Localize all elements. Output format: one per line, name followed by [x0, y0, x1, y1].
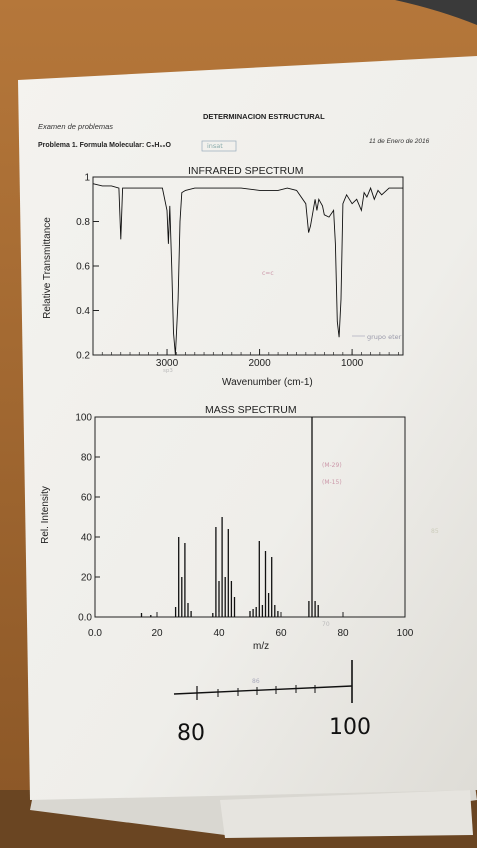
ms-ytick-label: 80 — [81, 453, 93, 464]
ir-xtick-label: 3000 — [156, 358, 179, 369]
ms-note-m29: (M-29) — [322, 462, 342, 469]
ir-series-line — [92, 183, 403, 356]
ir-xlabel: Wavenumber (cm-1) — [222, 377, 313, 388]
ms-xtick-label: 40 — [213, 628, 225, 639]
hand-ruler: 86 80 100 — [173, 660, 371, 746]
paper-stack-lower — [220, 790, 473, 838]
ir-title: INFRARED SPECTRUM — [188, 165, 304, 177]
dark-object-corner — [395, 0, 477, 25]
ruler-label-left: 80 — [177, 721, 205, 746]
ir-ytick-label: 0.6 — [76, 262, 90, 273]
ms-xlabel: m/z — [253, 641, 269, 652]
ir-ytick-label: 0.8 — [76, 217, 90, 228]
ruler-note: 86 — [252, 678, 260, 685]
ir-xtick-label: 1000 — [341, 358, 364, 369]
ms-ytick-label: 60 — [81, 493, 93, 504]
ms-ytick-label: 20 — [81, 573, 93, 584]
ir-xtick-label: 2000 — [248, 358, 271, 369]
ms-xtick-label: 0.0 — [88, 628, 102, 639]
ms-side-note: 85 — [431, 528, 439, 535]
ms-xtick-label: 60 — [275, 628, 287, 639]
header-title: DETERMINACION ESTRUCTURAL — [203, 112, 325, 121]
ms-ytick-label: 0.0 — [78, 613, 92, 624]
ruler-label-right: 100 — [329, 715, 371, 740]
ms-title: MASS SPECTRUM — [205, 404, 297, 416]
ms-xtick-label: 80 — [337, 628, 349, 639]
ms-xtick-label: 20 — [151, 628, 163, 639]
ms-chart: MASS SPECTRUM m/z Rel. Intensity 0.0 20 40… — [40, 404, 439, 652]
ms-xtick-label: 100 — [397, 628, 414, 639]
header-date: 11 de Enero de 2016 — [369, 138, 430, 145]
formula-note: insat — [207, 142, 223, 150]
ir-cc-note: c=c — [262, 270, 274, 277]
header-problem: Problema 1. Formula Molecular: C₅H₁₀O — [38, 142, 172, 149]
formula-note-box — [201, 140, 237, 152]
ir-ylabel: Relative Transmittance — [42, 217, 53, 319]
ir-ytick-label: 0.2 — [76, 351, 90, 362]
ir-ether-note: grupo eter — [367, 333, 402, 341]
ms-ytick-label: 40 — [81, 533, 93, 544]
ir-chart: INFRARED SPECTRUM Wavenumber (cm-1) Rela… — [42, 165, 404, 388]
ms-note-m15: (M-15) — [322, 479, 342, 486]
ms-ylabel: Rel. Intensity — [40, 486, 51, 544]
ruler-axis — [173, 685, 353, 695]
exam-sheet — [18, 56, 477, 800]
ir-ytick-label: 0.4 — [76, 306, 90, 317]
ir-ytick-label: 1 — [84, 173, 90, 184]
ms-70-note: 70 — [322, 621, 330, 628]
header-subtitle: Examen de problemas — [38, 122, 113, 131]
ir-3000-note: sp3 — [163, 368, 173, 374]
ms-ytick-label: 100 — [75, 413, 92, 424]
